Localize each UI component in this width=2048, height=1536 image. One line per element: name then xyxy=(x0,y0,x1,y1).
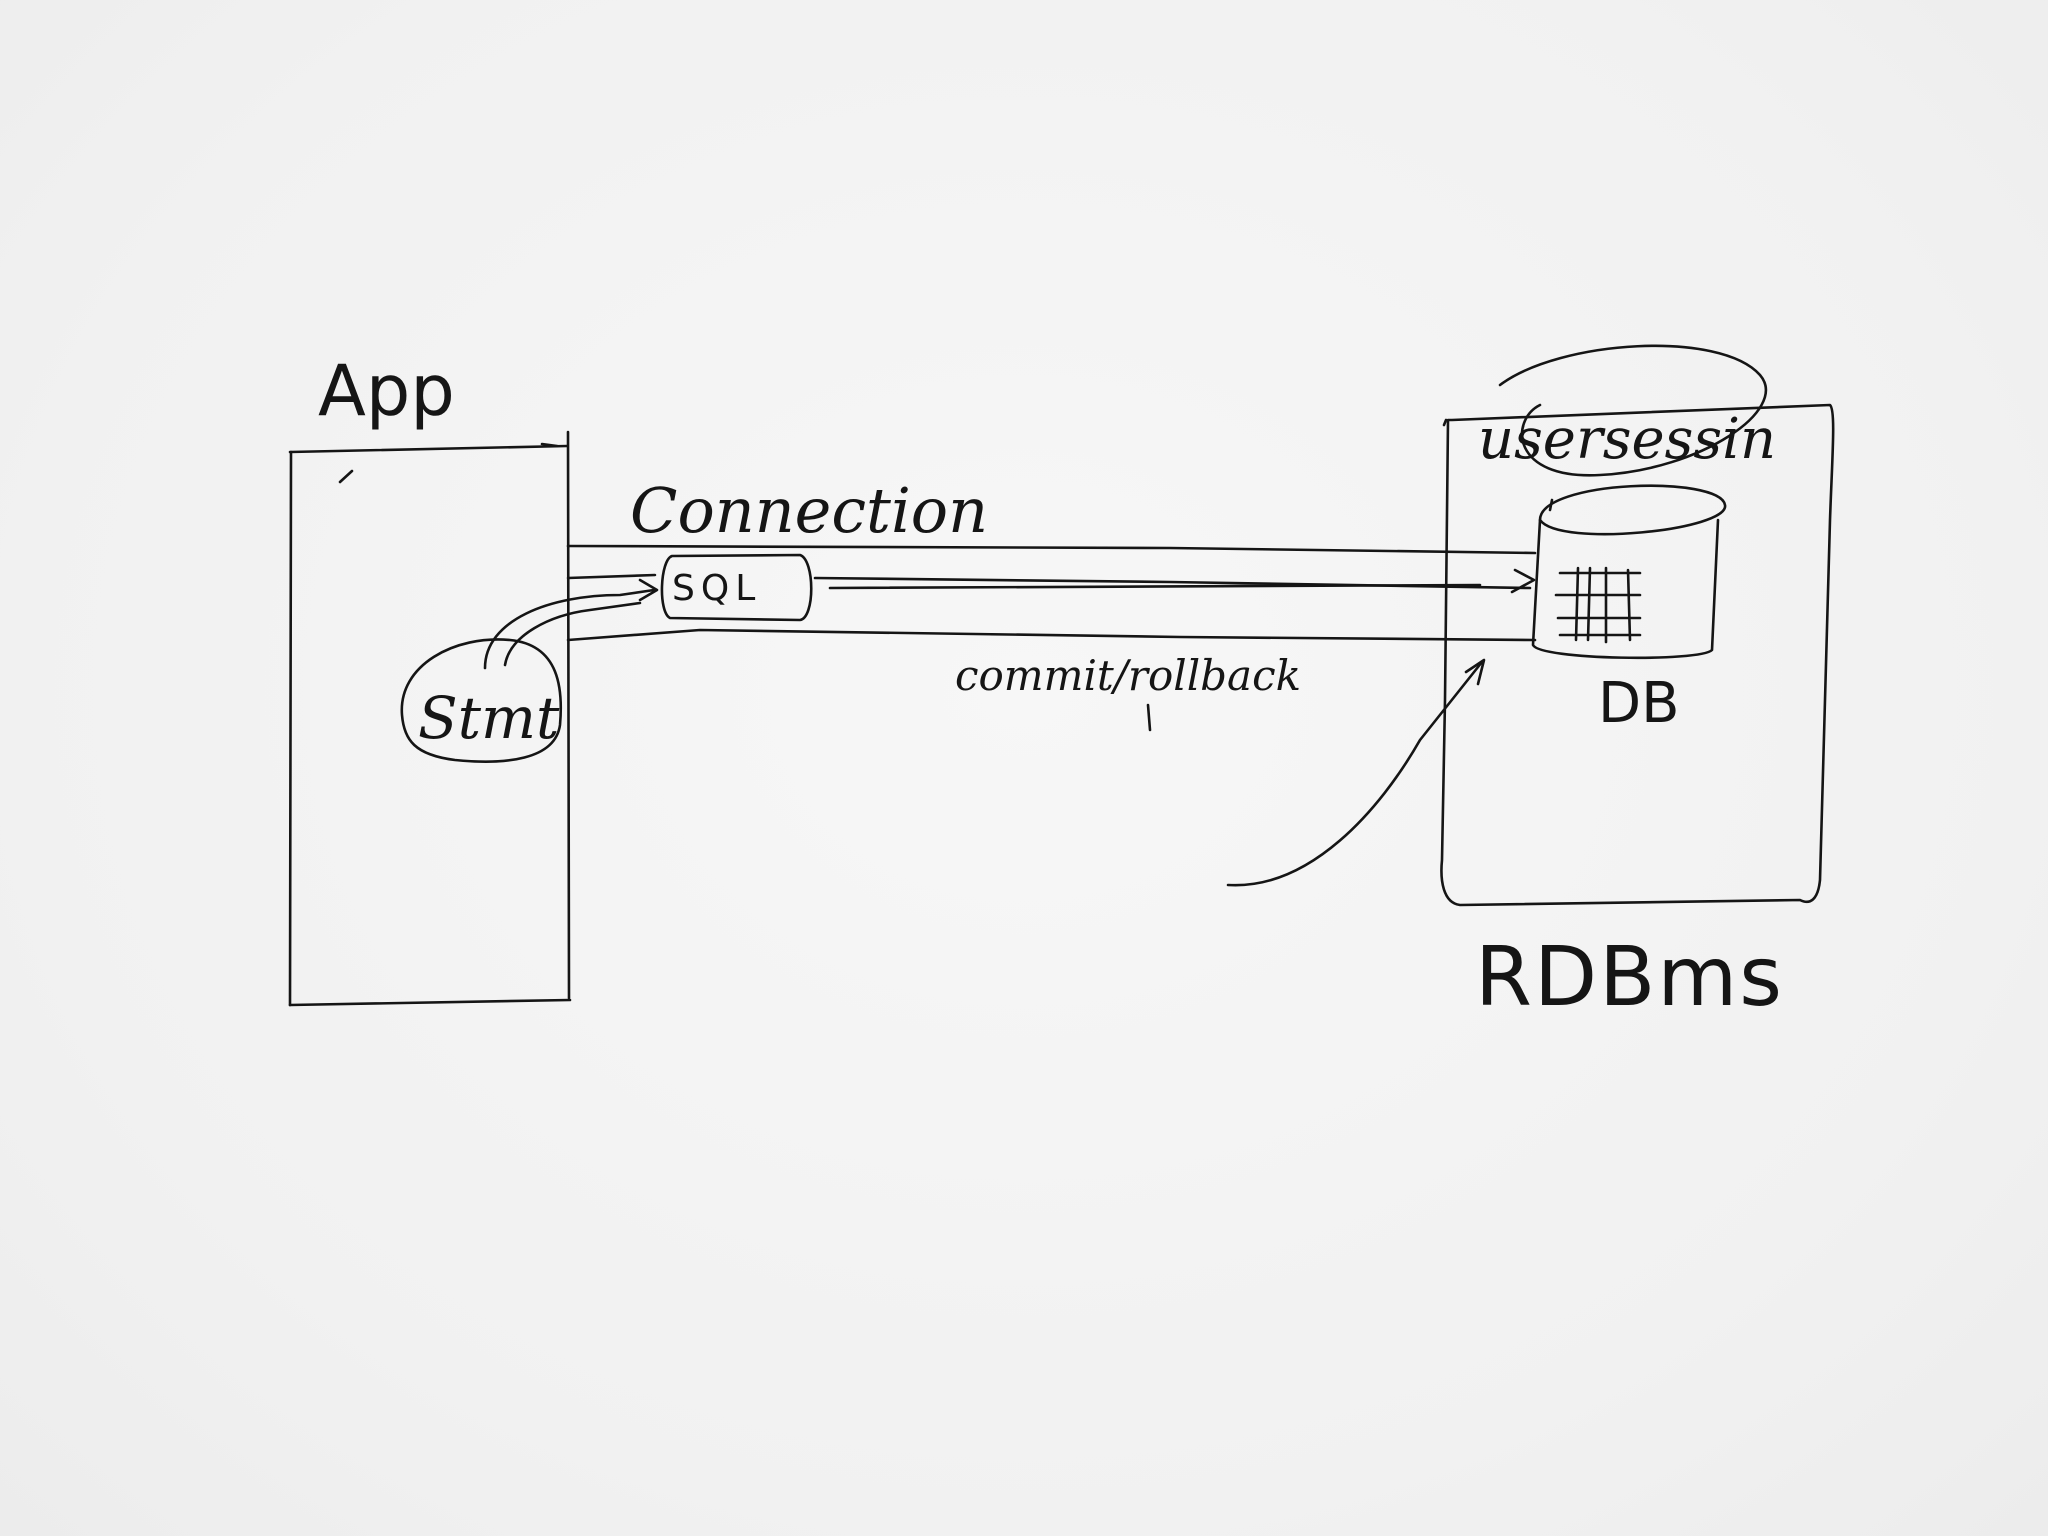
table-grid-icon xyxy=(1554,566,1642,644)
commit-rollback-tick xyxy=(1146,703,1152,732)
commit-rollback-label: commit/rollback xyxy=(955,651,1301,700)
stmt-node xyxy=(400,578,659,763)
connection-lines xyxy=(566,544,1537,642)
user-session-label: usersessin xyxy=(1478,407,1776,472)
connection-label: Connection xyxy=(630,474,988,547)
user-session-oval xyxy=(1498,344,1768,477)
rdbms-box xyxy=(1440,403,1835,907)
db-cylinder xyxy=(1531,484,1727,660)
app-box xyxy=(288,430,572,1007)
app-label: App xyxy=(318,350,455,432)
incoming-arrow xyxy=(1226,658,1486,887)
rdbms-label: RDBms xyxy=(1475,930,1784,1025)
sql-label: SQL xyxy=(672,568,761,609)
stmt-label: Stmt xyxy=(418,684,560,752)
sql-box xyxy=(660,553,813,622)
db-label: DB xyxy=(1598,671,1680,736)
